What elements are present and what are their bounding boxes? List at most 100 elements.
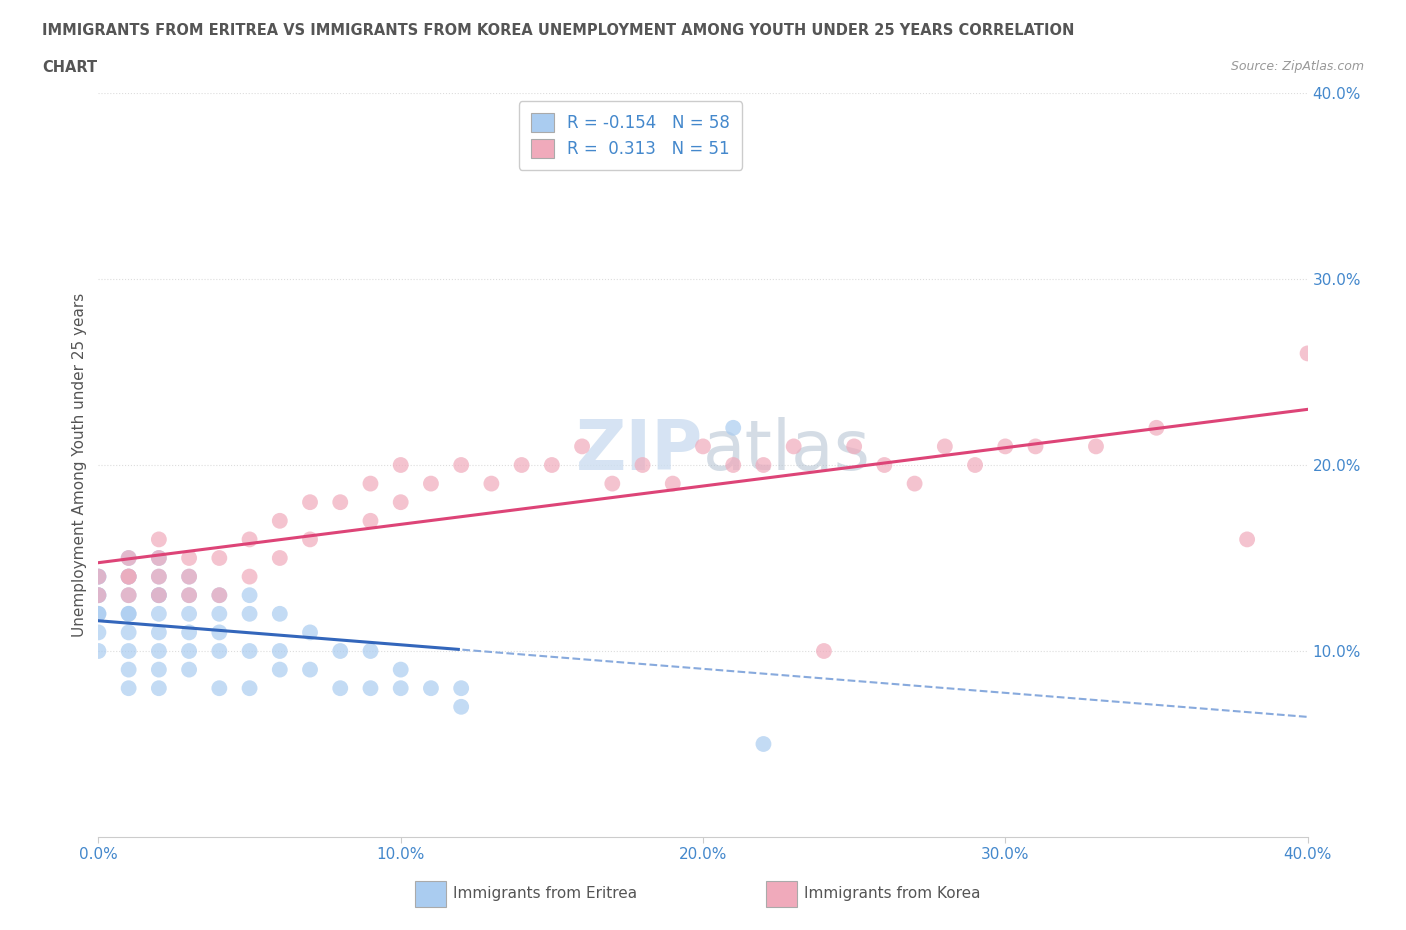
Point (148, 551, 170, 565)
Legend: R = -0.154   N = 58, R =  0.313   N = 51: R = -0.154 N = 58, R = 0.313 N = 51 (519, 101, 742, 170)
Point (87, 569, 110, 584)
Text: Immigrants from Eritrea: Immigrants from Eritrea (453, 886, 637, 901)
Point (1144, 420, 1167, 435)
Point (269, 513, 291, 528)
Point (177, 644, 201, 658)
Point (239, 606, 262, 621)
Point (782, 439, 804, 454)
Point (1236, 532, 1258, 547)
Point (269, 644, 291, 658)
Point (177, 551, 201, 565)
Point (208, 681, 231, 696)
Point (148, 532, 170, 547)
Point (118, 644, 141, 658)
Point (118, 569, 141, 584)
Point (148, 569, 170, 584)
Point (148, 606, 170, 621)
Point (692, 439, 714, 454)
Point (299, 662, 322, 677)
Point (87, 588, 110, 603)
Point (148, 588, 170, 603)
Point (419, 681, 441, 696)
Point (721, 458, 744, 472)
Point (389, 662, 412, 677)
Point (299, 532, 322, 547)
Point (87, 644, 110, 658)
Point (360, 476, 382, 491)
Point (299, 625, 322, 640)
Point (389, 495, 412, 510)
Point (208, 551, 231, 565)
Point (450, 458, 472, 472)
Point (239, 681, 262, 696)
Text: CHART: CHART (42, 60, 97, 75)
Point (177, 606, 201, 621)
Point (873, 458, 896, 472)
Point (118, 588, 141, 603)
Point (239, 569, 262, 584)
Text: Source: ZipAtlas.com: Source: ZipAtlas.com (1230, 60, 1364, 73)
Point (208, 644, 231, 658)
Point (148, 588, 170, 603)
Y-axis label: Unemployment Among Youth under 25 years: Unemployment Among Youth under 25 years (72, 293, 87, 637)
Point (389, 458, 412, 472)
Point (148, 662, 170, 677)
Point (571, 439, 593, 454)
Point (329, 681, 352, 696)
Point (177, 625, 201, 640)
Point (661, 476, 683, 491)
Point (360, 681, 382, 696)
Point (118, 569, 141, 584)
Point (118, 606, 141, 621)
Point (87, 606, 110, 621)
Point (118, 551, 141, 565)
Point (208, 588, 231, 603)
Point (208, 625, 231, 640)
Point (752, 458, 775, 472)
Point (208, 606, 231, 621)
Point (934, 439, 956, 454)
Point (299, 495, 322, 510)
Point (904, 476, 927, 491)
Point (360, 644, 382, 658)
Point (148, 588, 170, 603)
Point (239, 644, 262, 658)
Point (87, 569, 110, 584)
Point (450, 681, 472, 696)
Point (148, 681, 170, 696)
Text: atlas: atlas (703, 417, 870, 484)
Point (360, 513, 382, 528)
Point (118, 551, 141, 565)
Point (177, 662, 201, 677)
Text: ZIP: ZIP (575, 417, 703, 484)
Point (148, 644, 170, 658)
Point (87, 588, 110, 603)
Point (118, 569, 141, 584)
Point (87, 606, 110, 621)
Point (602, 476, 624, 491)
Point (450, 699, 472, 714)
Point (389, 681, 412, 696)
Point (239, 588, 262, 603)
Point (965, 458, 987, 472)
Point (148, 551, 170, 565)
Point (118, 681, 141, 696)
Point (177, 569, 201, 584)
Point (510, 458, 533, 472)
Point (1296, 346, 1319, 361)
Point (419, 476, 441, 491)
Text: IMMIGRANTS FROM ERITREA VS IMMIGRANTS FROM KOREA UNEMPLOYMENT AMONG YOUTH UNDER : IMMIGRANTS FROM ERITREA VS IMMIGRANTS FR… (42, 23, 1074, 38)
Point (87, 569, 110, 584)
Point (329, 495, 352, 510)
Point (752, 737, 775, 751)
Point (118, 569, 141, 584)
Point (481, 476, 503, 491)
Point (208, 588, 231, 603)
Point (269, 662, 291, 677)
Point (177, 588, 201, 603)
Point (1024, 439, 1046, 454)
Text: Immigrants from Korea: Immigrants from Korea (804, 886, 981, 901)
Point (118, 606, 141, 621)
Point (87, 588, 110, 603)
Point (631, 458, 654, 472)
